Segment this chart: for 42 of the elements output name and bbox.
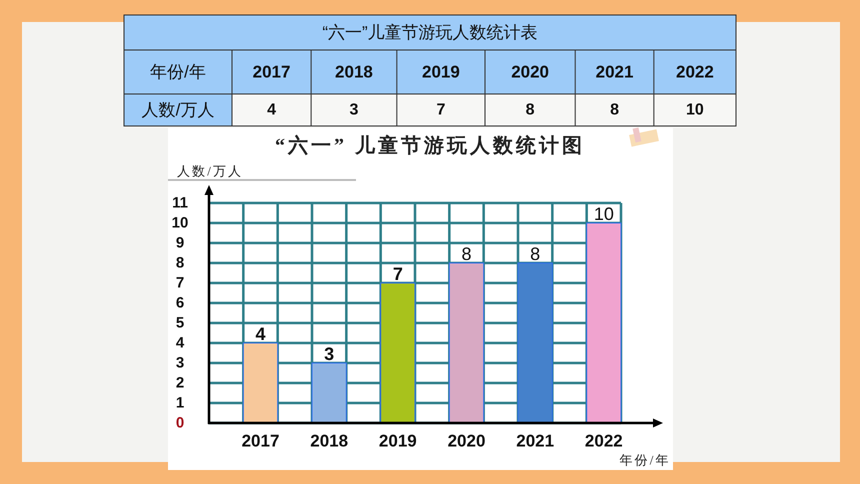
data-label: 8: [462, 244, 472, 264]
x-tick-label: 2018: [310, 432, 348, 450]
y-tick-label: 4: [176, 334, 184, 352]
table-value: 8: [610, 102, 619, 118]
x-tick-label: 2019: [378, 432, 417, 450]
table-value: 4: [267, 102, 276, 118]
x-tick-label: 2020: [448, 432, 486, 450]
y-tick-label: 1: [176, 394, 184, 412]
data-label: 3: [324, 344, 334, 364]
y-tick-label: 7: [176, 274, 184, 292]
x-tick-label: 2021: [516, 432, 554, 450]
table-value: 3: [350, 102, 358, 118]
chart-title: “六一” 儿童节游玩人数统计图: [275, 135, 585, 157]
table-value: 10: [686, 102, 704, 118]
y-tick-label: 2: [176, 374, 184, 392]
y-tick-label: 6: [176, 294, 184, 312]
table-category: 2018: [335, 62, 373, 82]
y-tick-label: 3: [176, 354, 184, 372]
table-title: “六一”儿童节游玩人数统计表: [322, 23, 538, 42]
table-row-header: 人数/万人: [142, 100, 214, 120]
x-tick-label: 2017: [242, 432, 280, 450]
y-tick-label: 11: [172, 194, 188, 212]
data-label: 7: [392, 264, 403, 284]
table-value: 8: [526, 102, 535, 118]
table-value: 7: [436, 102, 446, 118]
y-tick-label: 0: [176, 414, 184, 432]
y-tick-label: 5: [176, 314, 184, 332]
x-tick-label: 2022: [584, 432, 623, 450]
table-category: 2017: [252, 62, 290, 82]
data-label: 10: [594, 204, 614, 224]
y-axis-title: 人数/万人: [177, 164, 243, 178]
table-category: 2022: [676, 62, 714, 82]
y-tick-label: 8: [176, 254, 184, 272]
y-tick-label: 9: [176, 234, 184, 252]
table-category: 2019: [422, 62, 460, 82]
data-label: 8: [530, 244, 540, 264]
x-axis-title: 年份/年: [620, 452, 670, 468]
data-label: 4: [256, 324, 266, 344]
table-row-header: 年份/年: [150, 62, 206, 82]
table-category: 2020: [511, 62, 550, 82]
table-category: 2021: [596, 62, 634, 82]
y-tick-label: 10: [172, 214, 188, 232]
